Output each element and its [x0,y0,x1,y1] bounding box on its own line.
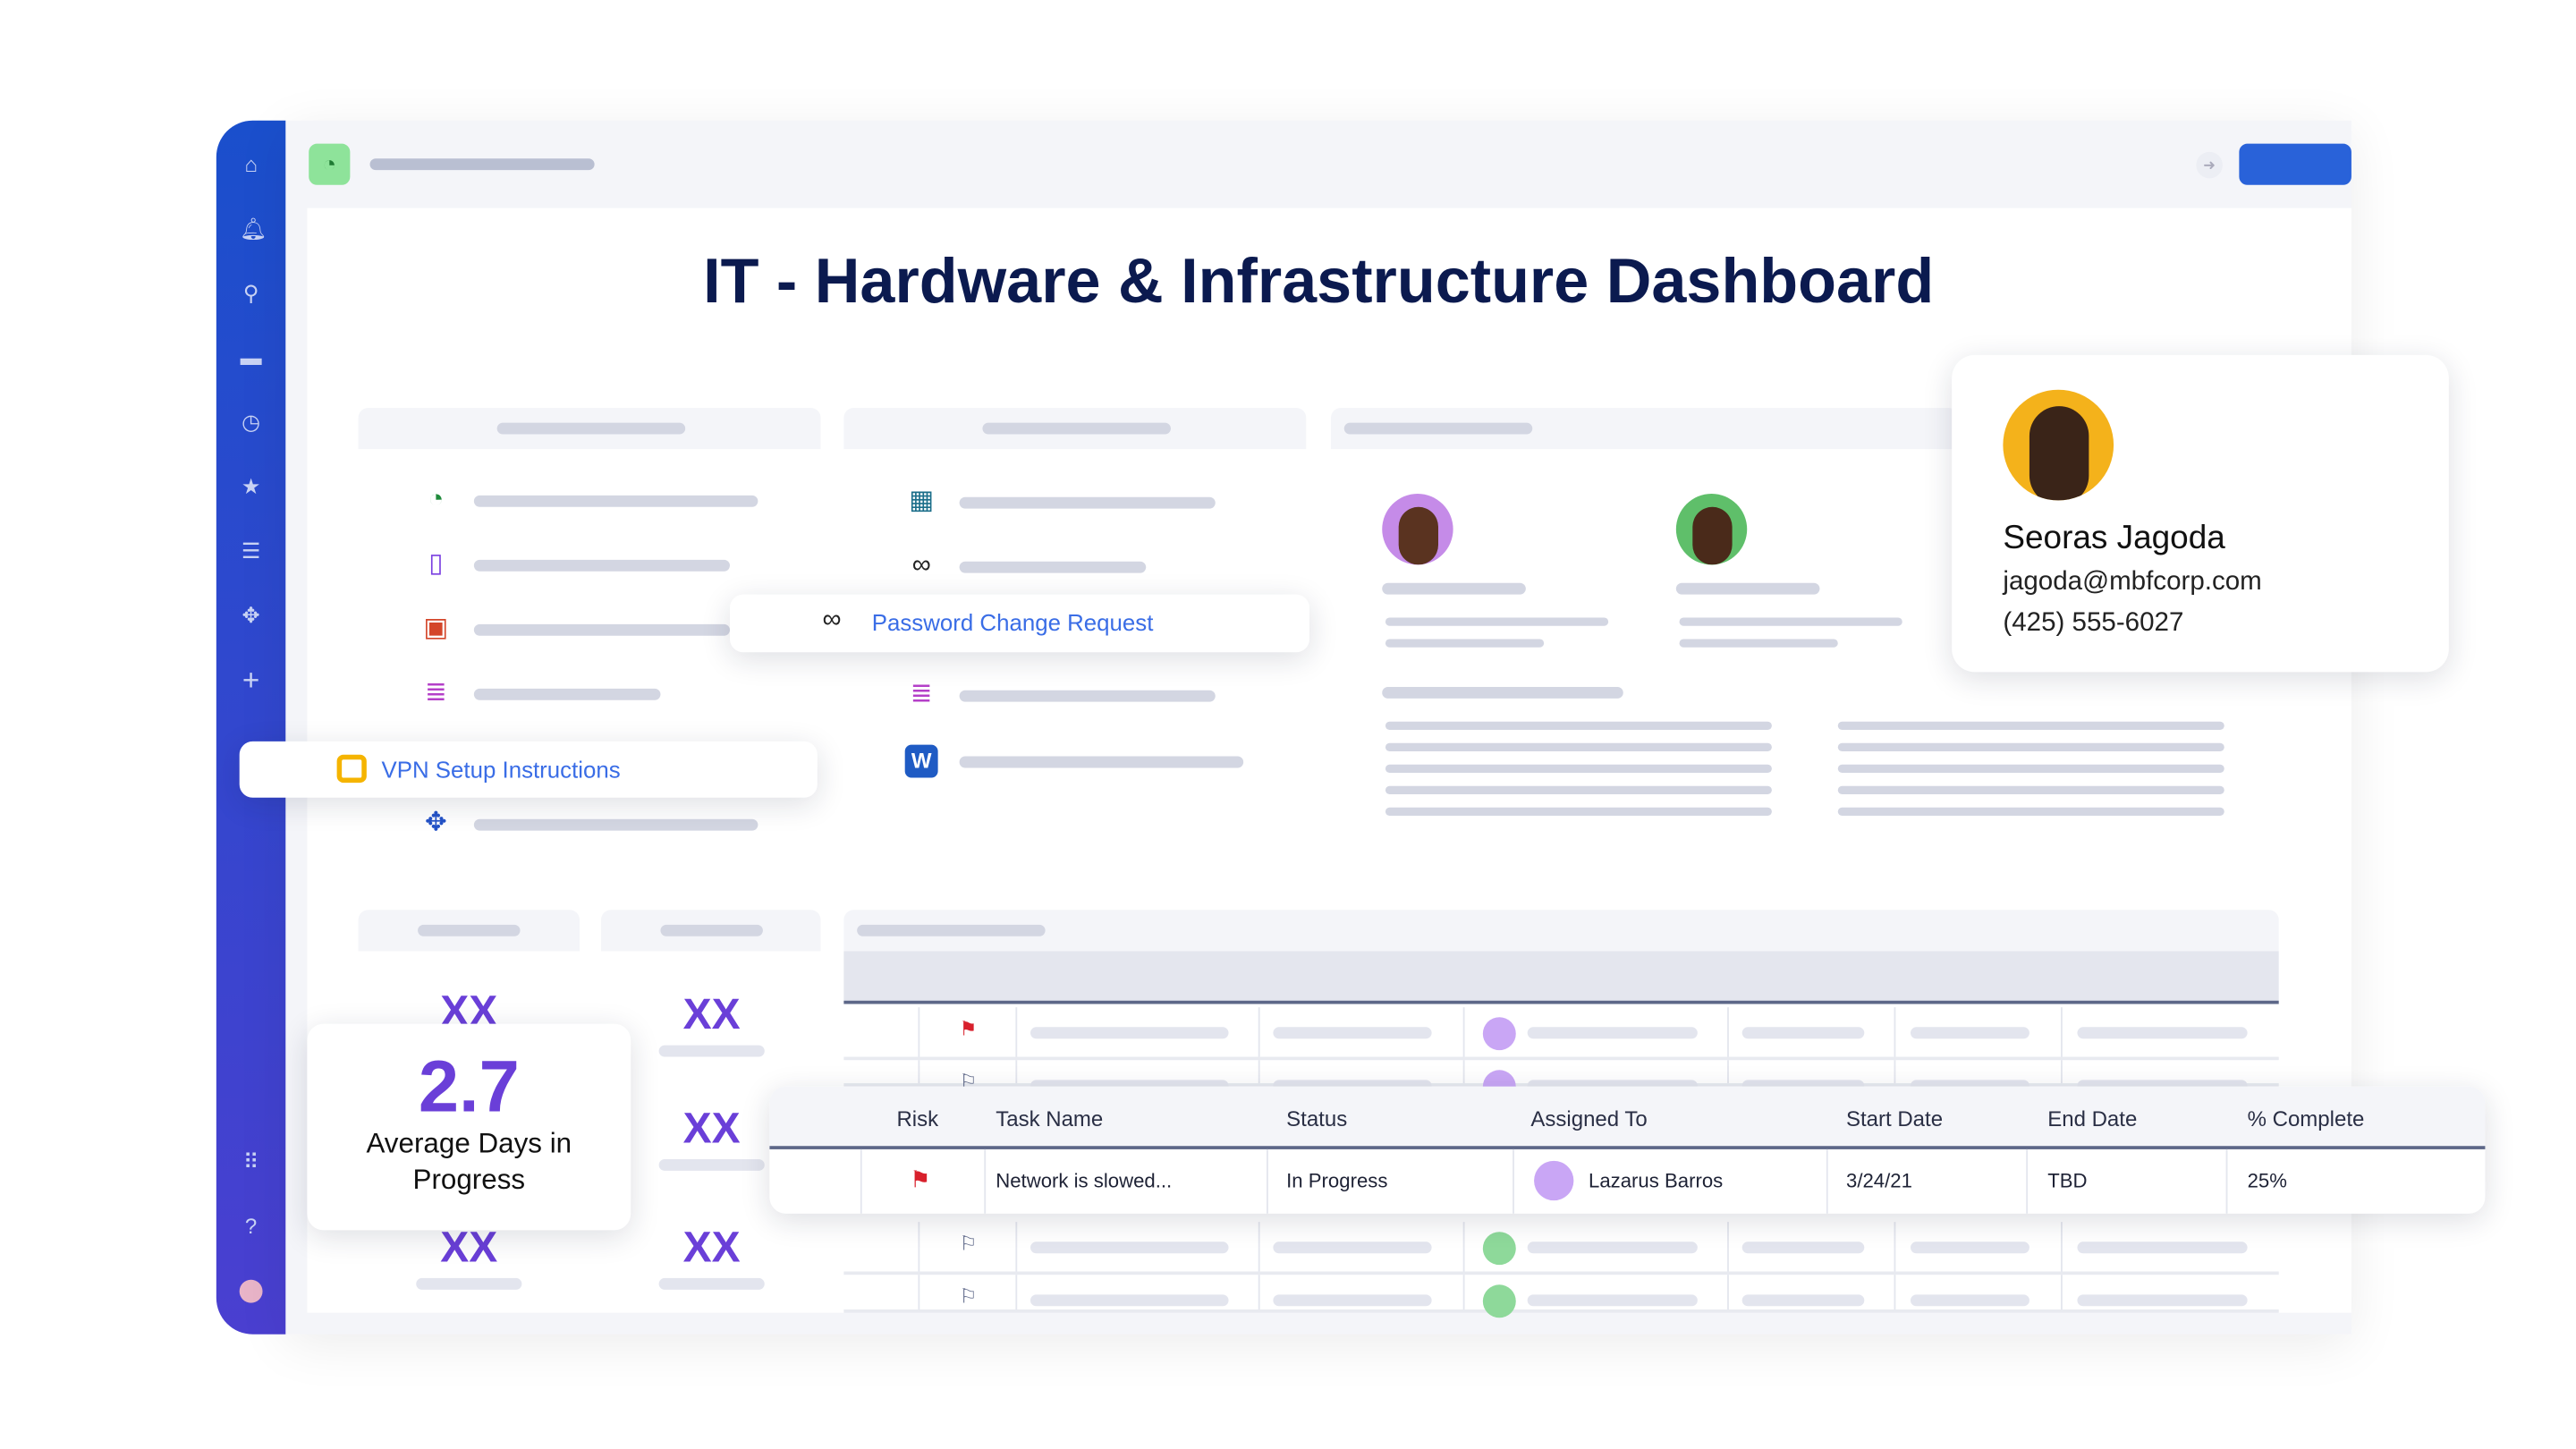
column-complete[interactable]: % Complete [2247,1106,2365,1131]
flag-icon[interactable]: ⚐ [959,1284,978,1309]
table-row-placeholder: ⚐ [843,1222,2279,1275]
plus-icon[interactable]: + [242,664,260,698]
contact-card: Seoras Jagoda jagoda@mbfcorp.com (425) 5… [1952,354,2449,673]
avatar [1675,493,1748,565]
avatar [1382,493,1453,565]
home-icon[interactable]: ⌂ [244,151,258,177]
metric-value: 2.7 [418,1046,520,1128]
link-icon: ∞ [822,606,842,634]
status[interactable]: In Progress [1286,1169,1388,1192]
help-icon[interactable]: ? [244,1213,258,1239]
avatar [1482,1284,1516,1318]
task-table: Risk Task Name Status Assigned To Start … [769,1086,2486,1214]
folder-icon[interactable]: ▬ [240,344,262,370]
avatar [1534,1160,1574,1201]
avatar [1482,1017,1516,1051]
contacts-icon[interactable]: ☰ [241,538,261,564]
metric-value: XX [682,1103,741,1153]
search-icon[interactable]: ⚲ [242,280,259,306]
average-days-metric: 2.7 Average Days in Progress [307,1023,631,1231]
apps-icon[interactable]: ✥ [242,602,260,628]
password-change-link[interactable]: ∞ Password Change Request [729,594,1309,653]
percent-complete[interactable]: 25% [2247,1169,2287,1192]
column-start-date[interactable]: Start Date [1845,1106,1944,1131]
page-title: IT - Hardware & Infrastructure Dashboard [703,247,1935,318]
table-row-placeholder: ⚐ [843,1275,2279,1318]
star-icon[interactable]: ★ [241,473,261,499]
column-risk[interactable]: Risk [896,1106,939,1131]
grid-icon[interactable]: ⠿ [242,1148,259,1174]
task-name[interactable]: Network is slowed... [996,1169,1173,1192]
contact-name: Seoras Jagoda [2003,520,2225,557]
word-icon: W [904,744,938,778]
hub-icon: ✥ [425,809,447,837]
table-row-placeholder: ⚐ [843,1060,2279,1104]
link-label[interactable]: Password Change Request [871,609,1154,636]
assigned-to[interactable]: Lazarus Barros [1588,1169,1724,1192]
contact-avatar [2003,389,2114,501]
metric-label: Average Days in Progress [366,1127,572,1196]
avatar [1482,1232,1516,1266]
user-avatar[interactable] [239,1279,263,1303]
table-row-placeholder: ⚑ [843,1007,2279,1061]
bell-icon[interactable]: 🔔︎ [239,216,267,242]
flag-icon[interactable]: ⚐ [959,1232,978,1256]
column-status[interactable]: Status [1286,1106,1348,1131]
team-folder-icon: ▦ [909,487,935,515]
column-assigned-to[interactable]: Assigned To [1530,1106,1648,1131]
clipboard-icon: ≣ [425,678,447,708]
contact-email[interactable]: jagoda@mbfcorp.com [2003,568,2262,597]
metric-value: XX [682,988,741,1039]
table-row[interactable]: ⚑ Network is slowed... In Progress Lazar… [769,1148,2485,1214]
column-end-date[interactable]: End Date [2047,1106,2138,1131]
contact-phone: (425) 555-6027 [2003,609,2184,638]
link-icon: ∞ [911,551,931,580]
clock-icon[interactable]: ◷ [242,409,261,435]
link-label[interactable]: VPN Setup Instructions [381,756,621,784]
primary-button[interactable] [2239,143,2351,185]
note-icon: ▯ [428,549,444,579]
start-date[interactable]: 3/24/21 [1845,1169,1912,1192]
flag-icon[interactable]: ⚑ [959,1017,978,1041]
slides-icon [336,754,367,784]
vpn-setup-link[interactable]: VPN Setup Instructions [239,741,818,798]
column-task-name[interactable]: Task Name [996,1106,1104,1131]
clipboard-icon: ≣ [910,680,933,708]
metric-value: XX [682,1222,741,1272]
chart-icon: ◔ [428,485,445,514]
table-header: Risk Task Name Status Assigned To Start … [769,1086,2486,1149]
sidebar: ⌂ 🔔︎ ⚲ ▬ ◷ ★ ☰ ✥ + ⠿ ? [216,120,286,1335]
share-icon[interactable]: ➜ [2196,151,2223,179]
flag-icon[interactable]: ⚑ [910,1165,931,1192]
breadcrumb-placeholder [369,158,595,171]
dashboard-icon: ◔ [309,143,351,185]
end-date[interactable]: TBD [2047,1169,2088,1192]
form-icon: ▣ [423,614,449,643]
